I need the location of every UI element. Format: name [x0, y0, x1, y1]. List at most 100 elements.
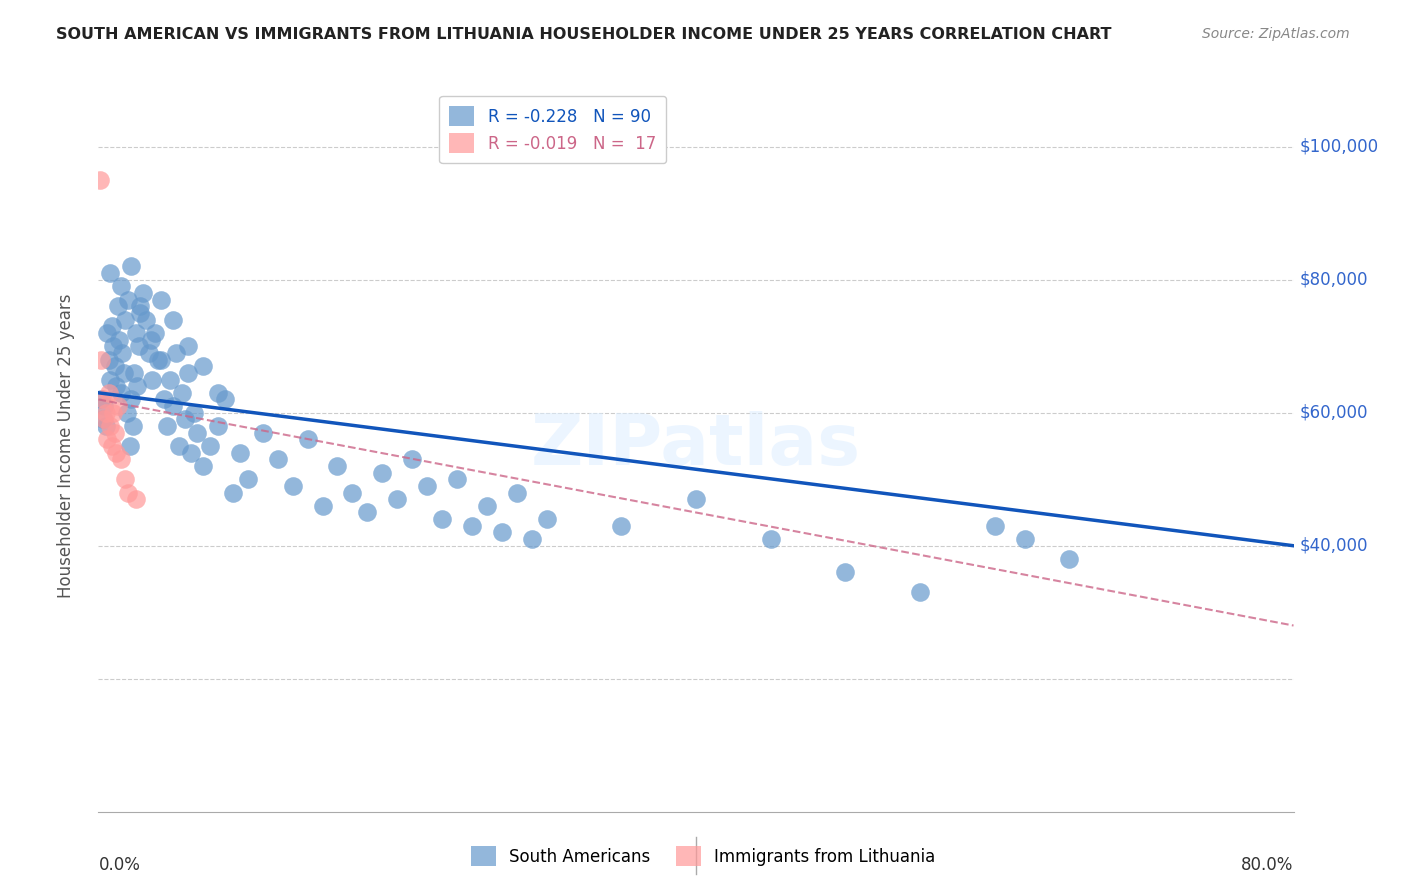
Point — [127, 379, 149, 393]
Point — [105, 379, 128, 393]
Point — [191, 359, 214, 374]
Point — [207, 419, 229, 434]
Point — [180, 445, 202, 459]
Point — [103, 339, 125, 353]
Point — [1059, 552, 1081, 566]
Point — [90, 392, 112, 407]
Point — [162, 312, 184, 326]
Point — [610, 518, 633, 533]
Point — [117, 293, 139, 307]
Point — [200, 439, 222, 453]
Point — [93, 399, 115, 413]
Point — [118, 439, 141, 453]
Text: $100,000: $100,000 — [1299, 137, 1379, 156]
Point — [128, 339, 150, 353]
Point — [139, 333, 162, 347]
Point — [96, 433, 118, 447]
Point — [112, 366, 135, 380]
Point — [97, 352, 120, 367]
Point — [98, 419, 122, 434]
Point — [117, 485, 139, 500]
Point — [236, 472, 259, 486]
Point — [156, 419, 179, 434]
Point — [143, 326, 166, 340]
Point — [97, 385, 120, 400]
Point — [983, 518, 1005, 533]
Point — [446, 472, 468, 486]
Point — [475, 499, 498, 513]
Point — [356, 506, 378, 520]
Point — [153, 392, 176, 407]
Point — [162, 399, 184, 413]
Point — [207, 385, 229, 400]
Point — [90, 352, 112, 367]
Legend: South Americans, Immigrants from Lithuania: South Americans, Immigrants from Lithuan… — [463, 838, 943, 875]
Point — [1014, 532, 1036, 546]
Point — [107, 399, 129, 413]
Point — [115, 406, 138, 420]
Point — [111, 346, 134, 360]
Point — [229, 445, 252, 459]
Point — [103, 406, 125, 420]
Y-axis label: Householder Income Under 25 years: Householder Income Under 25 years — [56, 293, 75, 599]
Point — [191, 458, 214, 473]
Point — [311, 499, 333, 513]
Point — [520, 532, 543, 546]
Point — [135, 312, 157, 326]
Point — [114, 312, 136, 326]
Point — [416, 479, 439, 493]
Point — [430, 512, 453, 526]
Point — [98, 372, 122, 386]
Point — [110, 385, 132, 400]
Point — [506, 485, 529, 500]
Point — [104, 359, 127, 374]
Point — [342, 485, 364, 500]
Point — [91, 392, 114, 407]
Text: $60,000: $60,000 — [1299, 404, 1368, 422]
Point — [110, 452, 132, 467]
Point — [98, 266, 122, 280]
Legend: R = -0.228   N = 90, R = -0.019   N =  17: R = -0.228 N = 90, R = -0.019 N = 17 — [439, 96, 666, 163]
Point — [297, 433, 319, 447]
Point — [110, 279, 132, 293]
Point — [174, 412, 197, 426]
Text: SOUTH AMERICAN VS IMMIGRANTS FROM LITHUANIA HOUSEHOLDER INCOME UNDER 25 YEARS CO: SOUTH AMERICAN VS IMMIGRANTS FROM LITHUA… — [56, 27, 1112, 42]
Point — [252, 425, 274, 440]
Text: ZIPatlas: ZIPatlas — [531, 411, 860, 481]
Point — [89, 173, 111, 187]
Point — [491, 525, 513, 540]
Point — [114, 472, 136, 486]
Point — [371, 466, 394, 480]
Point — [159, 372, 181, 386]
Point — [148, 352, 170, 367]
Point — [267, 452, 290, 467]
Point — [186, 425, 208, 440]
Point — [129, 306, 152, 320]
Point — [101, 319, 124, 334]
Point — [177, 339, 200, 353]
Point — [167, 439, 190, 453]
Point — [326, 458, 349, 473]
Point — [177, 366, 200, 380]
Point — [222, 485, 245, 500]
Point — [129, 299, 152, 313]
Point — [685, 492, 707, 507]
Point — [138, 346, 160, 360]
Point — [125, 326, 148, 340]
Point — [536, 512, 558, 526]
Text: $40,000: $40,000 — [1299, 537, 1368, 555]
Point — [120, 392, 142, 407]
Point — [107, 299, 129, 313]
Point — [141, 372, 163, 386]
Point — [132, 286, 155, 301]
Point — [150, 293, 173, 307]
Point — [94, 406, 117, 420]
Point — [105, 445, 128, 459]
Point — [93, 412, 115, 426]
Text: 0.0%: 0.0% — [98, 855, 141, 873]
Point — [165, 346, 187, 360]
Point — [104, 425, 127, 440]
Point — [759, 532, 782, 546]
Point — [120, 260, 142, 274]
Point — [91, 412, 114, 426]
